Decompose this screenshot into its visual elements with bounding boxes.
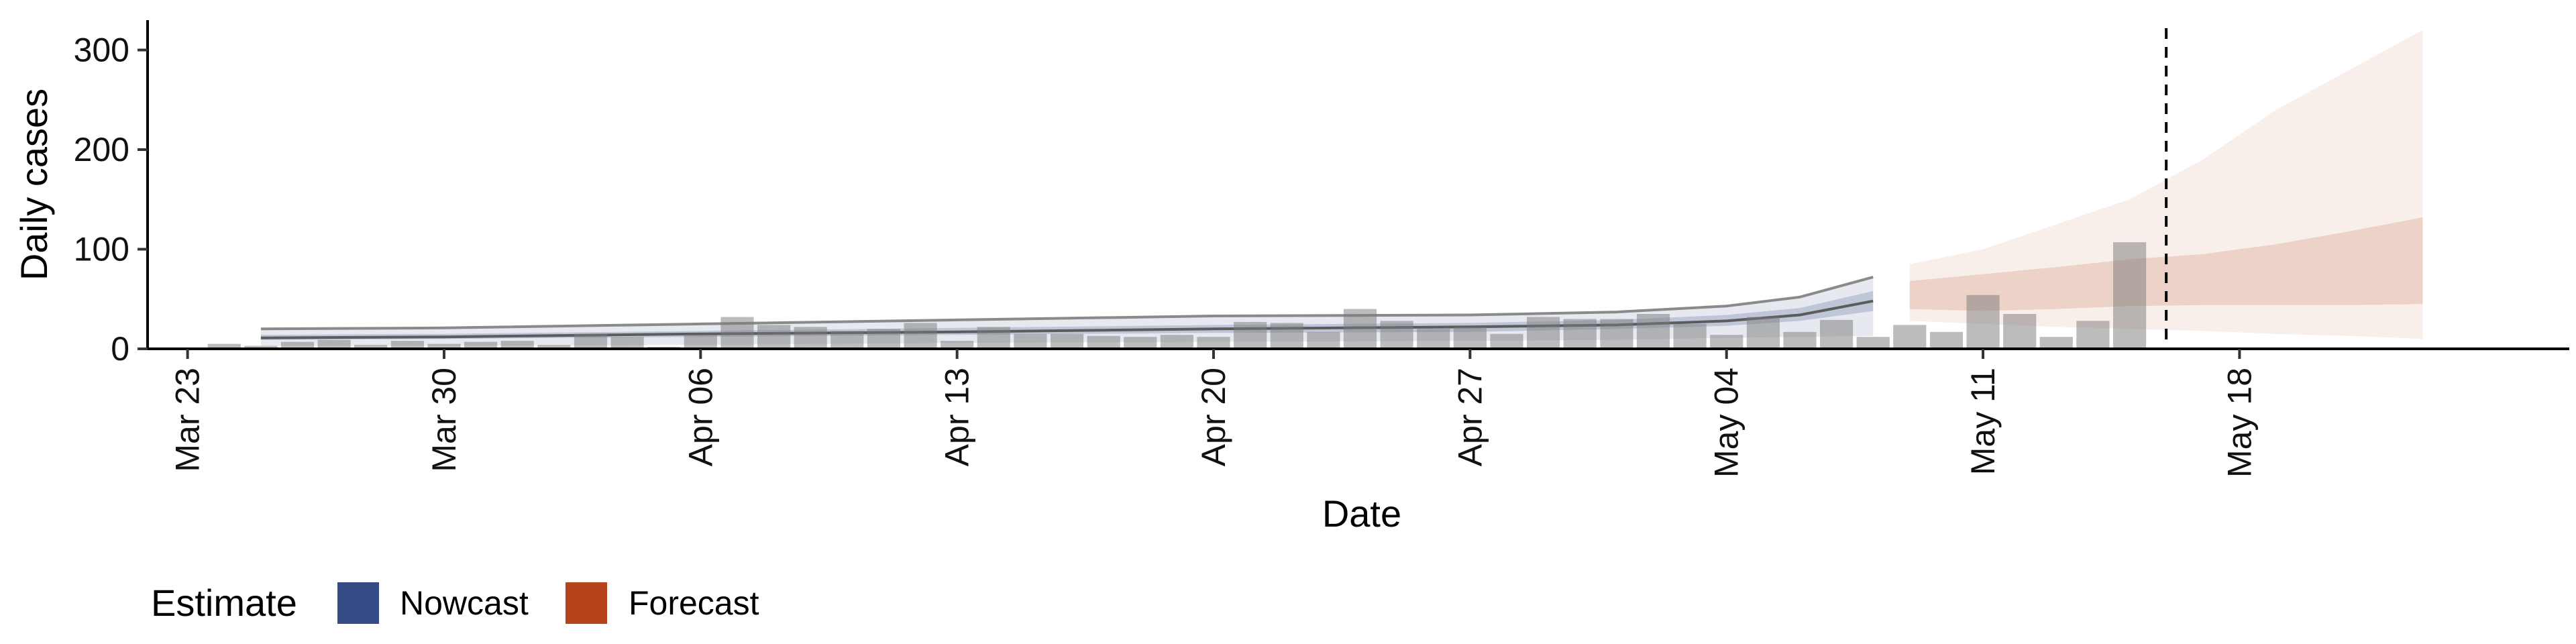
bar-2020-04-18 [1124,337,1157,349]
bar-2020-04-25 [1380,321,1413,349]
bar-2020-03-31 [464,341,498,349]
y-tick-label-100: 100 [74,231,129,268]
bar-2020-04-21 [1234,321,1267,349]
axes: 0 100 200 300 Mar 23 Mar 30 Apr 06 Apr 13 Apr 20… [74,20,2569,478]
bar-2020-05-02 [1636,314,1670,349]
x-tick-label-2020-04-06: Apr 06 [682,368,719,466]
bar-2020-03-28 [354,345,388,349]
y-axis-title: Daily cases [13,89,55,280]
plot-area [207,28,2423,349]
bar-2020-04-04 [610,337,644,349]
bar-2020-04-30 [1563,319,1597,349]
y-tick-label-300: 300 [74,32,129,69]
bar-2020-04-08 [757,325,791,349]
bar-2020-03-27 [317,339,351,349]
bar-2020-04-02 [537,345,571,349]
x-tick-label-2020-03-30: Mar 30 [425,368,463,472]
bar-2020-05-08 [1856,337,1890,349]
x-tick-label-2020-04-13: Apr 13 [938,368,976,466]
bar-2020-05-03 [1673,323,1707,349]
bar-2020-03-26 [280,341,315,349]
bar-2020-05-14 [2076,321,2110,349]
bar-2020-04-09 [794,327,827,349]
bar-2020-05-13 [2039,337,2073,349]
x-tick-label-2020-05-11: May 11 [1964,368,2002,475]
bar-2020-05-04 [1710,335,1743,349]
x-tick-label-2020-03-23: Mar 23 [169,368,207,472]
nowcast-upper-line [260,276,1874,331]
x-axis-title: Date [1322,492,1401,535]
bar-2020-04-26 [1417,329,1450,349]
bar-2020-03-30 [427,343,461,349]
bar-2020-04-03 [574,333,608,349]
legend-swatch-nowcast [337,582,379,624]
x-tick-label-2020-04-27: Apr 27 [1451,368,1489,466]
bar-2020-04-29 [1527,317,1560,349]
bar-2020-04-16 [1051,333,1084,349]
bar-2020-05-12 [2003,314,2037,349]
x-tick-label-2020-05-18: May 18 [2220,368,2258,478]
legend-title: Estimate [151,582,297,624]
bar-2020-05-07 [1820,319,1854,349]
bar-2020-05-09 [1893,325,1927,349]
bar-2020-04-06 [684,335,717,349]
bar-2020-03-25 [244,345,278,349]
bar-2020-04-14 [977,327,1010,349]
bar-2020-03-24 [207,343,241,349]
bar-2020-04-28 [1490,333,1523,349]
bar-2020-05-10 [1929,331,1964,349]
x-tick-label-2020-04-20: Apr 20 [1195,368,1232,466]
legend-swatch-forecast [566,582,607,624]
y-tick-label-200: 200 [74,131,129,168]
bar-2020-04-27 [1453,327,1487,349]
bar-2020-04-11 [867,329,900,349]
bar-2020-04-23 [1307,331,1340,349]
bar-2020-05-05 [1746,317,1780,349]
bar-2020-04-19 [1160,335,1193,349]
bar-2020-04-20 [1197,337,1230,349]
x-tick-label-2020-05-04: May 04 [1708,368,1746,478]
bar-2020-04-24 [1343,309,1377,349]
bar-2020-04-22 [1270,323,1303,349]
legend-label-forecast: Forecast [629,584,759,622]
bar-2020-05-11 [1966,294,2000,349]
bar-2020-04-07 [720,317,754,349]
bar-2020-04-17 [1087,335,1120,349]
bar-2020-04-13 [941,341,974,349]
y-tick-label-0: 0 [111,330,129,368]
bar-2020-05-06 [1783,331,1817,349]
bar-2020-04-15 [1014,333,1047,349]
bar-2020-05-15 [2113,242,2147,349]
legend-label-nowcast: Nowcast [400,584,529,622]
bar-2020-03-29 [390,341,424,349]
legend: Estimate Nowcast Forecast [151,582,759,624]
bar-2020-04-12 [904,323,937,349]
bar-2020-04-01 [500,341,534,349]
bar-2020-04-10 [830,331,864,349]
bar-2020-05-01 [1600,319,1633,349]
